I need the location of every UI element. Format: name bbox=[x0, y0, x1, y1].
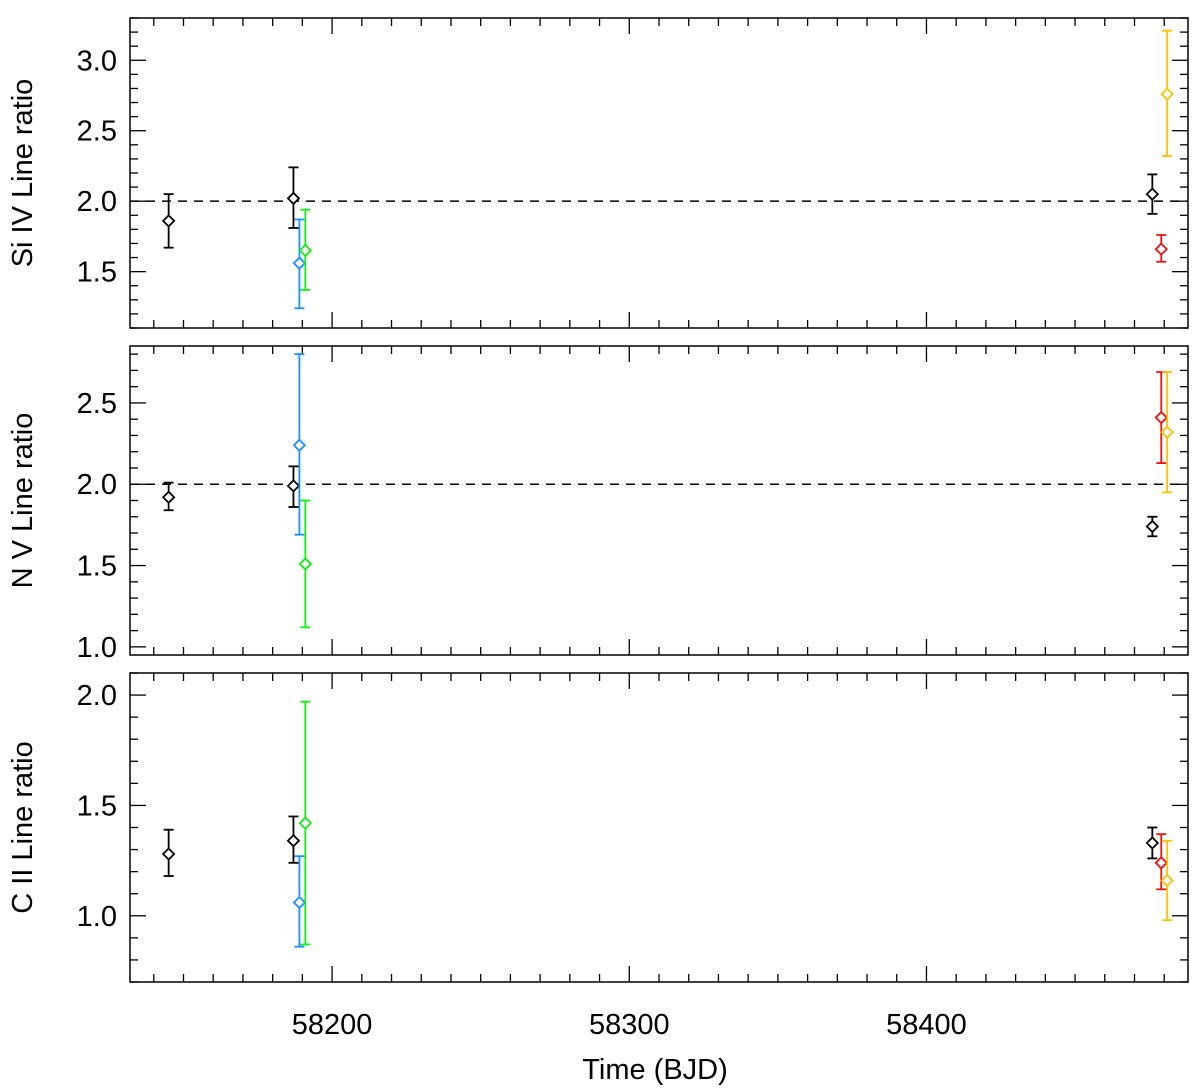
y-axis-title: Si IV Line ratio bbox=[7, 79, 39, 268]
y-tick-label: 2.0 bbox=[77, 469, 117, 501]
diamond-marker bbox=[286, 833, 301, 848]
data-point-black bbox=[161, 481, 176, 512]
y-tick-label: 2.0 bbox=[77, 680, 117, 712]
data-point-black bbox=[161, 828, 176, 877]
data-point-black bbox=[286, 815, 301, 864]
panel-2: 1.0 1.5 2.0 2.5 N V Line ratio bbox=[7, 345, 1189, 664]
y-tick-label: 1.5 bbox=[77, 551, 117, 583]
data-point-orange bbox=[1160, 371, 1174, 494]
diamond-marker bbox=[286, 191, 301, 206]
data-point-black bbox=[286, 465, 301, 508]
y-tick-label: 1.0 bbox=[77, 632, 117, 664]
data-point-red bbox=[1154, 234, 1169, 263]
diamond-marker bbox=[1145, 519, 1160, 534]
data-point-orange bbox=[1160, 839, 1174, 922]
diamond-marker bbox=[161, 847, 176, 861]
data-point-red bbox=[1154, 371, 1169, 464]
data-point-black bbox=[1145, 515, 1160, 538]
data-point-orange bbox=[1160, 29, 1174, 157]
diamond-marker bbox=[286, 479, 301, 493]
y-tick-label: 2.5 bbox=[77, 388, 117, 420]
data-point-green bbox=[298, 700, 313, 946]
panel-1: 1.5 2.0 2.5 3.0 Si IV Line ratio bbox=[7, 17, 1189, 329]
diamond-marker bbox=[1160, 873, 1174, 888]
diamond-marker bbox=[292, 438, 307, 452]
y-axis-title: C II Line ratio bbox=[7, 741, 39, 913]
y-tick-label: 2.5 bbox=[77, 116, 117, 148]
panel-frame bbox=[129, 672, 1189, 983]
data-point-blue bbox=[292, 353, 307, 536]
panel-frame bbox=[129, 17, 1189, 329]
data-point-blue bbox=[292, 855, 307, 948]
data-point-black bbox=[1145, 826, 1160, 860]
y-tick-label: 1.5 bbox=[77, 257, 117, 289]
diamond-marker bbox=[292, 895, 307, 910]
diamond-marker bbox=[161, 490, 176, 505]
data-point-blue bbox=[292, 218, 307, 310]
data-point-black bbox=[161, 193, 176, 249]
y-tick-label: 3.0 bbox=[77, 45, 117, 77]
data-point-black bbox=[1145, 173, 1160, 215]
diamond-marker bbox=[1160, 87, 1174, 101]
diamond-marker bbox=[161, 214, 176, 228]
diamond-marker bbox=[298, 243, 313, 258]
y-tick-label: 1.5 bbox=[77, 790, 117, 822]
panel-3: 1.0 1.5 2.0 C II Line ratio bbox=[7, 672, 1189, 983]
x-tick-label: 58200 bbox=[292, 1009, 373, 1041]
diamond-marker bbox=[1145, 187, 1160, 201]
data-point-black bbox=[286, 166, 301, 229]
y-tick-label: 1.0 bbox=[77, 901, 117, 933]
x-axis-title: Time (BJD) bbox=[582, 1054, 728, 1086]
panels-layer: 1.5 2.0 2.5 3.0 Si IV Line ratio 1.0 1.5 2.0 2.5… bbox=[7, 17, 1189, 1041]
data-point-green bbox=[298, 208, 313, 291]
diamond-marker bbox=[1160, 425, 1174, 439]
y-axis-title: N V Line ratio bbox=[7, 413, 39, 589]
diamond-marker bbox=[298, 816, 313, 830]
x-tick-label: 58400 bbox=[886, 1009, 967, 1041]
diamond-marker bbox=[1154, 410, 1169, 425]
diamond-marker bbox=[1154, 856, 1169, 870]
panel-frame bbox=[129, 345, 1189, 656]
data-point-green bbox=[298, 499, 313, 629]
y-tick-label: 2.0 bbox=[77, 186, 117, 218]
x-tick-label: 58300 bbox=[589, 1009, 670, 1041]
diamond-marker bbox=[298, 557, 313, 571]
diamond-marker bbox=[1145, 836, 1160, 850]
diamond-marker bbox=[292, 256, 307, 270]
diamond-marker bbox=[1154, 242, 1169, 256]
